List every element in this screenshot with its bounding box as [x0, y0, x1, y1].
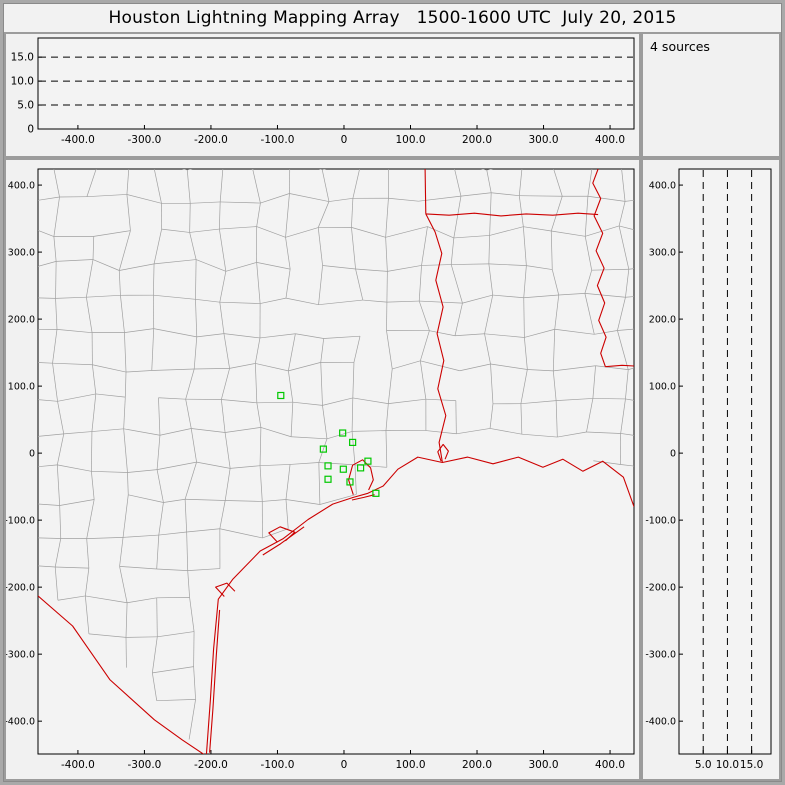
lma-station-marker — [319, 445, 327, 453]
plot-frame — [678, 168, 772, 755]
map-feature-tx_ar_border — [424, 169, 427, 214]
page-title: Houston Lightning Mapping Array 1500-160… — [108, 8, 677, 28]
tick-label: -300.0 — [127, 759, 161, 771]
tick-label: -200.0 — [6, 583, 35, 594]
altitude-ns-plot[interactable]: 400.0 300.0 200.0 100.0 0 -100.0 -200.0 -300.0 -… — [643, 160, 779, 779]
tick-label: 0 — [341, 759, 348, 771]
county-boundaries-layer — [38, 169, 634, 740]
tick-label: 100.0 — [395, 134, 425, 146]
tick-label: 15.0 — [11, 52, 34, 64]
tick-label: 0 — [29, 449, 35, 460]
tick-label: -100.0 — [645, 516, 676, 527]
tick-label: 5.0 — [17, 100, 34, 112]
plan-view-panel: 400.0 300.0 200.0 100.0 0 -100.0 -200.0 -300.0 -… — [4, 158, 641, 781]
plot-frame — [37, 37, 635, 130]
tick-label: 0 — [341, 134, 348, 146]
tick-label: -300.0 — [645, 650, 676, 661]
tick-label: 300.0 — [529, 759, 559, 771]
map-feature-la_ms_border — [605, 364, 634, 368]
lma-station-marker — [349, 438, 357, 447]
tick-label: 5.0 — [695, 759, 712, 771]
tick-label: 400.0 — [595, 759, 625, 771]
tick-label: -200.0 — [645, 583, 676, 594]
lma-station-marker — [339, 429, 347, 437]
map-feature-padre_island — [209, 609, 221, 753]
tick-label: 100.0 — [395, 759, 425, 771]
altitude-ew-panel: 0 5.0 10.0 15.0 -400.0 -300.0 -200.0 -100.0 0 100… — [4, 32, 641, 158]
tick-label: 10.0 — [11, 76, 34, 88]
plot-frame — [37, 168, 635, 755]
tick-label: 300.0 — [529, 134, 559, 146]
tick-label: 400.0 — [595, 134, 625, 146]
tick-label: 200.0 — [462, 134, 492, 146]
map-feature-sabine_river — [425, 213, 447, 463]
tick-label: 0 — [670, 449, 676, 460]
map-feature-sabine_lake — [437, 443, 449, 462]
source-count-panel: 4 sources — [641, 32, 781, 158]
tick-label: 400.0 — [649, 181, 676, 192]
altitude-ns-panel: 400.0 300.0 200.0 100.0 0 -100.0 -200.0 -300.0 -… — [641, 158, 781, 781]
lma-station-marker — [357, 464, 365, 472]
tick-label: -400.0 — [6, 717, 35, 728]
tick-label: -200.0 — [194, 759, 228, 771]
map-feature-corpus_christi_bay — [215, 582, 236, 597]
tick-label: -400.0 — [61, 759, 95, 771]
tick-label: -300.0 — [127, 134, 161, 146]
lma-window: Houston Lightning Mapping Array 1500-160… — [3, 3, 782, 782]
state-borders-layer — [38, 169, 634, 754]
tick-label: -100.0 — [261, 759, 295, 771]
lma-station-marker — [339, 465, 347, 473]
map-feature-matagorda_peninsula — [262, 526, 305, 556]
tick-label: -400.0 — [61, 134, 95, 146]
lma-station-marker — [324, 475, 332, 483]
source-count-label: 4 sources — [650, 39, 710, 54]
map-layers — [38, 169, 634, 754]
tick-label: 100.0 — [8, 382, 35, 393]
tick-label: 200.0 — [8, 315, 35, 326]
tick-label: -100.0 — [261, 134, 295, 146]
map-feature-rio_grande — [38, 595, 205, 754]
tick-label: -400.0 — [645, 717, 676, 728]
tick-label: 400.0 — [8, 181, 35, 192]
tick-label: 300.0 — [8, 248, 35, 259]
map-feature-matagorda_bay — [268, 526, 296, 543]
tick-label: 10.0 — [716, 759, 739, 771]
tick-label: -200.0 — [194, 134, 228, 146]
tick-label: -300.0 — [6, 650, 35, 661]
tick-label: -100.0 — [6, 516, 35, 527]
tick-label: 200.0 — [649, 315, 676, 326]
lma-station-marker — [372, 489, 380, 497]
lma-station-marker — [324, 462, 332, 470]
map-feature-mississippi_river — [592, 169, 607, 367]
altitude-ew-plot[interactable]: 0 5.0 10.0 15.0 -400.0 -300.0 -200.0 -100.0 0 100… — [6, 34, 639, 156]
map-feature-ar_la_border — [425, 212, 599, 217]
lma-station-marker — [277, 391, 285, 400]
tick-label: 200.0 — [462, 759, 492, 771]
tick-label: 0 — [27, 124, 34, 136]
tick-label: 100.0 — [649, 382, 676, 393]
lma-station-marker — [364, 457, 372, 465]
map-feature-galveston_island — [351, 494, 375, 501]
lma-station-marker — [346, 478, 354, 486]
map-feature-coastline — [205, 456, 634, 754]
title-bar: Houston Lightning Mapping Array 1500-160… — [4, 4, 781, 32]
map-feature-galveston_bay — [348, 459, 374, 495]
plan-view-plot[interactable]: 400.0 300.0 200.0 100.0 0 -100.0 -200.0 -300.0 -… — [6, 160, 639, 779]
tick-label: 300.0 — [649, 248, 676, 259]
tick-label: 15.0 — [740, 759, 763, 771]
